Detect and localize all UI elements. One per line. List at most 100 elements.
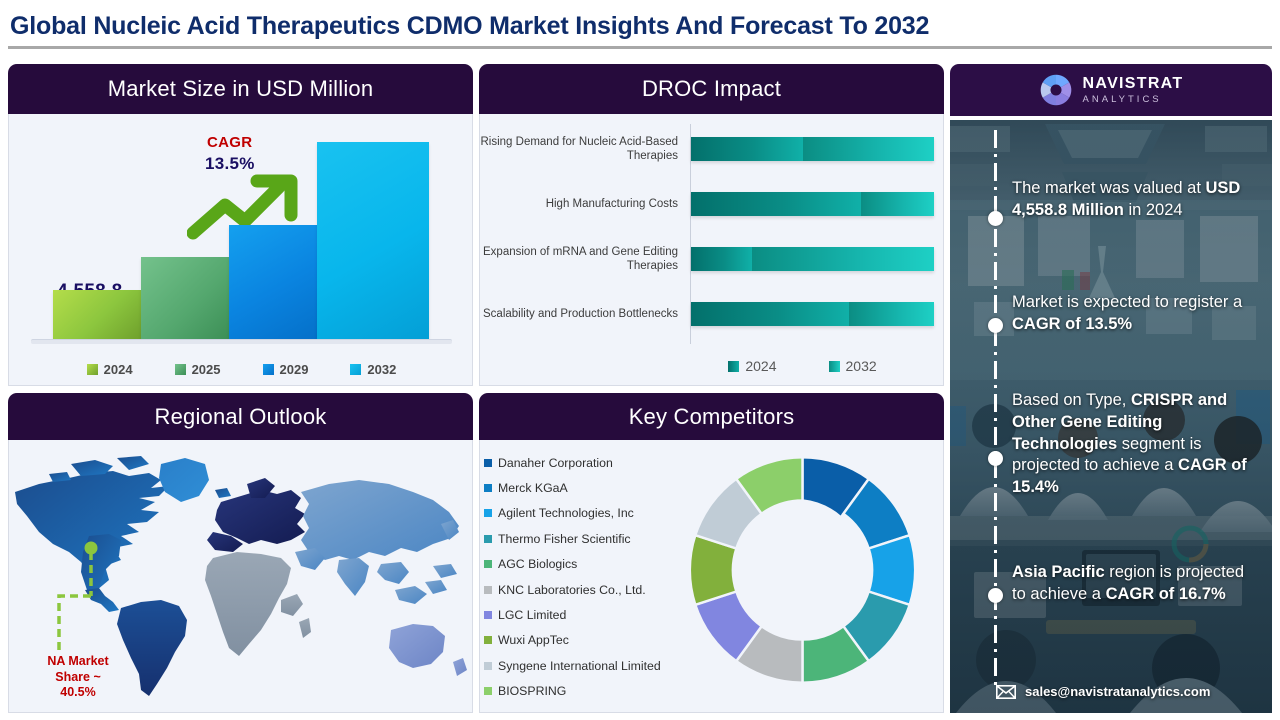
insight-3-bold: CRISPR and Other Gene Editing Technologi… bbox=[1012, 391, 1228, 453]
competitor-name-10: BIOSPRING bbox=[498, 684, 567, 699]
droc-bar-2-segment-2032 bbox=[861, 192, 934, 216]
world-map bbox=[9, 440, 472, 712]
droc-bar-4-segment-2024 bbox=[691, 302, 849, 326]
list-item: AGC Biologics bbox=[484, 552, 709, 577]
droc-legend: 2024 2032 bbox=[480, 358, 943, 374]
insight-1-pre: The market was valued at bbox=[1012, 179, 1206, 197]
competitor-swatch-4 bbox=[484, 534, 492, 543]
na-note-line1: NA Market bbox=[47, 654, 109, 668]
na-market-share-note: NA Market Share ~ 40.5% bbox=[23, 654, 133, 701]
insight-4-post: region is projected to achieve a bbox=[1012, 563, 1245, 603]
legend-swatch-2029 bbox=[262, 364, 274, 375]
competitor-name-4: Thermo Fisher Scientific bbox=[498, 531, 631, 546]
droc-axis-line bbox=[690, 124, 691, 344]
competitors-donut-chart bbox=[688, 456, 917, 684]
competitor-swatch-5 bbox=[484, 560, 492, 569]
growth-arrow-icon bbox=[187, 174, 298, 240]
envelope-icon bbox=[996, 684, 1016, 699]
list-item: Danaher Corporation bbox=[484, 450, 709, 475]
market-size-baseline bbox=[31, 339, 452, 344]
panel-key-competitors: Key Competitors Danaher Corporation Merc… bbox=[479, 393, 944, 713]
droc-legend-swatch-2032 bbox=[828, 360, 840, 372]
insight-4-bold2: CAGR of 16.7% bbox=[1105, 584, 1226, 603]
droc-bar-1 bbox=[691, 137, 934, 161]
competitor-swatch-10 bbox=[484, 687, 492, 696]
title-divider bbox=[8, 46, 1272, 49]
insight-4-bold: Asia Pacific bbox=[1012, 563, 1105, 581]
insight-3-post: segment is projected to achieve a bbox=[1012, 434, 1202, 475]
competitor-swatch-7 bbox=[484, 611, 492, 620]
na-note-line3: 40.5% bbox=[60, 685, 96, 700]
droc-category-1: Rising Demand for Nucleic Acid-Based The… bbox=[480, 135, 678, 162]
panel-regional-title: Regional Outlook bbox=[154, 403, 327, 429]
contact-email-row[interactable]: sales@navistratanalytics.com bbox=[996, 684, 1210, 699]
donut-slice-10 bbox=[734, 456, 804, 516]
legend-swatch-2025 bbox=[174, 364, 186, 375]
panel-droc-header: DROC Impact bbox=[479, 64, 944, 114]
droc-row-4: Scalability and Production Bottlenecks bbox=[480, 291, 943, 337]
world-map-svg bbox=[15, 456, 467, 696]
bar-2024 bbox=[53, 290, 141, 339]
list-item: BIOSPRING bbox=[484, 679, 709, 704]
legend-label-2025: 2025 bbox=[191, 362, 221, 377]
insights-photo-pane: The market was valued at USD 4,558.8 Mil… bbox=[950, 120, 1272, 713]
list-item: Syngene International Limited bbox=[484, 653, 709, 678]
photo-overlay-tint bbox=[950, 120, 1272, 713]
panel-competitors-body: Danaher Corporation Merck KGaA Agilent T… bbox=[479, 440, 944, 713]
insight-3: Based on Type, CRISPR and Other Gene Edi… bbox=[1012, 390, 1262, 499]
droc-bar-1-segment-2024 bbox=[691, 137, 803, 161]
panel-market-size: Market Size in USD Million 4,558.8 CAGR … bbox=[8, 64, 473, 386]
droc-category-2: High Manufacturing Costs bbox=[545, 197, 678, 210]
panel-droc-body: Rising Demand for Nucleic Acid-Based The… bbox=[479, 114, 944, 386]
cagr-value: 13.5% bbox=[205, 154, 255, 173]
competitor-name-7: LGC Limited bbox=[498, 608, 567, 623]
market-size-bar-chart: 4,558.8 CAGR 13.5% bbox=[9, 114, 472, 346]
panel-brand-insights: NAVISTRAT ANALYTICS bbox=[950, 64, 1272, 713]
panel-market-size-header: Market Size in USD Million bbox=[8, 64, 473, 114]
list-item: Thermo Fisher Scientific bbox=[484, 526, 709, 551]
cagr-label: CAGR bbox=[207, 134, 253, 151]
droc-category-4: Scalability and Production Bottlenecks bbox=[483, 307, 678, 320]
competitor-swatch-3 bbox=[484, 509, 492, 518]
brand-name: NAVISTRAT bbox=[1082, 74, 1184, 92]
timeline-dot-4 bbox=[988, 588, 1003, 603]
brand-header: NAVISTRAT ANALYTICS bbox=[950, 64, 1272, 116]
insight-1: The market was valued at USD 4,558.8 Mil… bbox=[1012, 178, 1262, 222]
bar-2032 bbox=[317, 142, 429, 339]
panel-regional-body: NA Market Share ~ 40.5% bbox=[8, 440, 473, 713]
insight-2-pre: Market is expected to register a bbox=[1012, 293, 1243, 311]
droc-row-1: Rising Demand for Nucleic Acid-Based The… bbox=[480, 126, 943, 172]
droc-bar-3-segment-2024 bbox=[691, 247, 752, 271]
droc-legend-swatch-2024 bbox=[728, 360, 740, 372]
droc-row-2: High Manufacturing Costs bbox=[480, 181, 943, 227]
na-note-line2: Share ~ bbox=[55, 669, 101, 684]
brand-subtitle: ANALYTICS bbox=[1082, 93, 1162, 105]
droc-category-3: Expansion of mRNA and Gene Editing Thera… bbox=[483, 245, 678, 272]
legend-item-2025: 2025 bbox=[174, 362, 221, 377]
competitor-swatch-1 bbox=[484, 458, 492, 467]
timeline-dot-2 bbox=[988, 318, 1003, 333]
list-item: KNC Laboratories Co., Ltd. bbox=[484, 577, 709, 602]
insight-1-bold: USD 4,558.8 Million bbox=[1012, 179, 1241, 219]
panel-competitors-title: Key Competitors bbox=[628, 403, 795, 429]
navistrat-logo-icon bbox=[1039, 73, 1072, 107]
insight-3-bold2: CAGR of 15.4% bbox=[1012, 456, 1247, 497]
panel-droc-title: DROC Impact bbox=[641, 76, 782, 101]
competitor-name-6: KNC Laboratories Co., Ltd. bbox=[498, 582, 646, 597]
competitor-name-3: Agilent Technologies, Inc bbox=[498, 506, 634, 521]
timeline-dot-1 bbox=[988, 211, 1003, 226]
competitor-name-1: Danaher Corporation bbox=[498, 455, 613, 470]
insight-1-post: in 2024 bbox=[1123, 200, 1183, 219]
na-marker bbox=[57, 541, 98, 652]
competitor-swatch-8 bbox=[484, 636, 492, 645]
timeline-dot-3 bbox=[988, 451, 1003, 466]
contact-email: sales@navistratanalytics.com bbox=[1025, 684, 1211, 699]
droc-bar-2 bbox=[691, 192, 934, 216]
competitor-swatch-2 bbox=[484, 484, 492, 493]
legend-item-2024: 2024 bbox=[86, 362, 133, 377]
panel-competitors-header: Key Competitors bbox=[479, 393, 944, 440]
droc-row-3: Expansion of mRNA and Gene Editing Thera… bbox=[480, 236, 943, 282]
competitor-legend-list: Danaher Corporation Merck KGaA Agilent T… bbox=[484, 450, 709, 704]
list-item: Wuxi AppTec bbox=[484, 628, 709, 653]
panel-regional-outlook: Regional Outlook bbox=[8, 393, 473, 713]
